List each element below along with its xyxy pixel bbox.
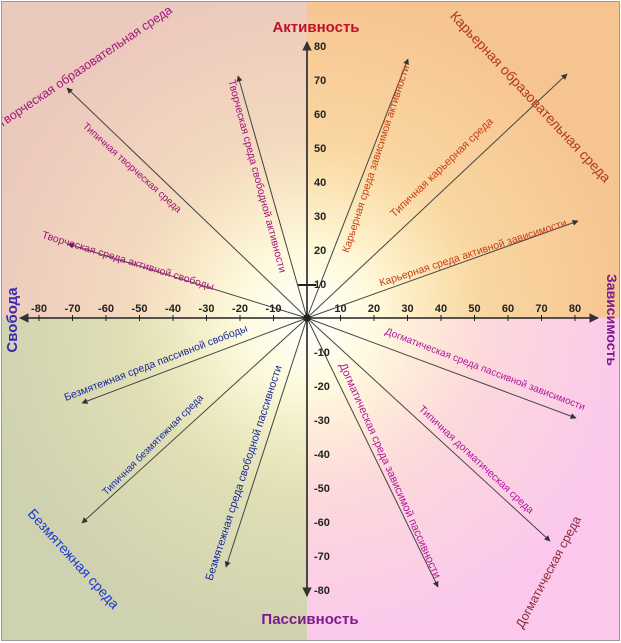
x-tick-label: -10	[266, 303, 282, 315]
spoke-creative-active-freedom	[67, 242, 308, 319]
y-tick-label: 80	[314, 41, 326, 53]
y-tick-label: -10	[314, 347, 330, 359]
y-tick-label: 70	[314, 75, 326, 87]
y-tick-label: 40	[314, 177, 326, 189]
y-tick-label: 20	[314, 245, 326, 257]
y-tick-label: -60	[314, 517, 330, 529]
x-tick-label: -40	[165, 303, 181, 315]
origin-point	[303, 314, 311, 322]
y-tick-label: 50	[314, 143, 326, 155]
x-tick-label: 10	[334, 303, 346, 315]
x-tick-label: -20	[232, 303, 248, 315]
x-tick-label: -60	[98, 303, 114, 315]
spoke-serene-free-passivity	[224, 317, 308, 568]
x-tick-label: 50	[468, 303, 480, 315]
axis-label-bottom: Пассивность	[261, 611, 358, 628]
x-tick-label: 70	[535, 303, 547, 315]
spoke-creative-free-activity	[236, 75, 308, 319]
spoke-serene-passive-freedom	[81, 317, 308, 404]
x-tick-label: -80	[31, 303, 47, 315]
y-tick-label: -50	[314, 483, 330, 495]
x-tick-label: 40	[435, 303, 447, 315]
spoke-career-active-dependence	[306, 219, 579, 319]
x-tick-label: -70	[65, 303, 81, 315]
spoke-career-dependent-activity	[306, 58, 409, 319]
x-tick-label: 80	[569, 303, 581, 315]
axis-label-top: Активность	[272, 19, 359, 36]
spoke-dogmatic-typical	[306, 317, 551, 542]
x-tick-label: -30	[199, 303, 215, 315]
spoke-career-typical	[306, 73, 568, 319]
y-tick-label: -80	[314, 585, 330, 597]
x-axis-ticks: -80 -70 -60 -50 -40 -30 -20 -10 10 20 30 40 50 60 70 80	[31, 303, 581, 321]
y-tick-label: 60	[314, 109, 326, 121]
x-tick-label: 20	[368, 303, 380, 315]
spoke-lines	[66, 58, 579, 588]
y-tick-label: -20	[314, 381, 330, 393]
spoke-creative-typical	[66, 87, 308, 319]
y-tick-label: -30	[314, 415, 330, 427]
y-tick-label: -40	[314, 449, 330, 461]
x-tick-label: -50	[132, 303, 148, 315]
y-tick-label: -70	[314, 551, 330, 563]
axes	[19, 41, 599, 597]
axis-label-right: Зависимость	[604, 274, 619, 366]
x-tick-label: 30	[401, 303, 413, 315]
spoke-dogmatic-passive-dependence	[306, 317, 577, 419]
y-axis-ticks: 10 20 30 40 50 60 70 80 -10 -20 -30 -40 -50 -60 -70 -80	[314, 41, 330, 597]
axis-label-left: Свобода	[4, 287, 21, 353]
x-tick-label: 60	[502, 303, 514, 315]
y-tick-label: 10	[314, 279, 326, 291]
spoke-dogmatic-dependent-passivity	[306, 317, 439, 588]
y-tick-label: 30	[314, 211, 326, 223]
spoke-serene-typical	[81, 317, 308, 524]
